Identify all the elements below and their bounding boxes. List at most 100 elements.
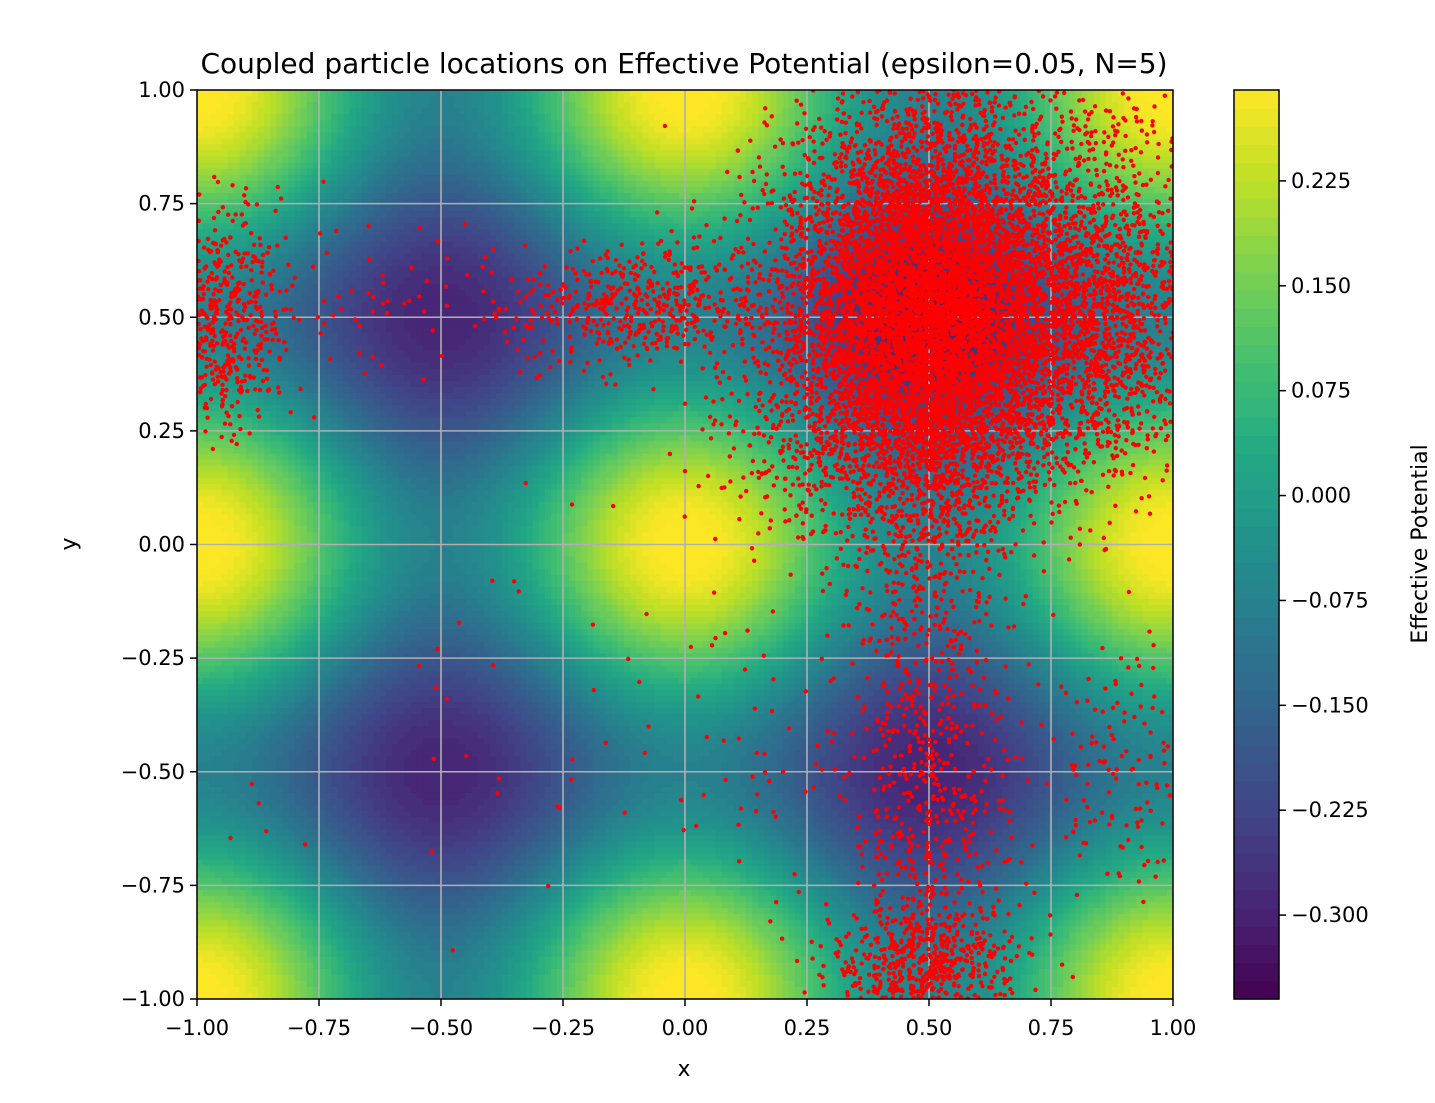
heatmap-cell (276, 120, 283, 127)
heatmap-cell (514, 108, 521, 115)
heatmap-cell (777, 96, 784, 103)
heatmap-cell (587, 114, 594, 121)
heatmap-cell (581, 126, 588, 133)
heatmap-cell (655, 114, 662, 121)
heatmap-cell (575, 120, 582, 127)
heatmap-cell (624, 120, 631, 127)
heatmap-cell (270, 102, 277, 109)
heatmap-cell (844, 102, 851, 109)
heatmap-cell (484, 114, 491, 121)
heatmap-cell (392, 102, 399, 109)
heatmap-cell (472, 96, 479, 103)
heatmap-cell (966, 102, 973, 109)
heatmap-cell (563, 90, 570, 97)
heatmap-cell (429, 102, 436, 109)
heatmap-cell (618, 102, 625, 109)
heatmap-cell (563, 126, 570, 133)
heatmap-cell (209, 108, 216, 115)
heatmap-cell (1143, 102, 1150, 109)
heatmap-cell (289, 120, 296, 127)
chart-figure: Coupled particle locations on Effective … (0, 0, 1435, 1103)
heatmap-cell (868, 90, 875, 97)
heatmap-cell (1155, 108, 1162, 115)
heatmap-cell (691, 120, 698, 127)
heatmap-cell (453, 120, 460, 127)
heatmap-cell (722, 126, 729, 133)
heatmap-cell (917, 132, 924, 139)
heatmap-cell (319, 120, 326, 127)
heatmap-cell (447, 132, 454, 139)
heatmap-cell (600, 108, 607, 115)
heatmap-cell (1075, 132, 1082, 139)
heatmap-cell (685, 96, 692, 103)
heatmap-cell (343, 126, 350, 133)
heatmap-cell (508, 96, 515, 103)
heatmap-cell (746, 108, 753, 115)
heatmap-cell (539, 90, 546, 97)
heatmap-cell (508, 90, 515, 97)
heatmap-cell (404, 90, 411, 97)
heatmap-cell (197, 126, 204, 133)
heatmap-cell (1100, 114, 1107, 121)
heatmap-cell (203, 96, 210, 103)
heatmap-cell (996, 120, 1003, 127)
heatmap-cell (447, 96, 454, 103)
heatmap-cell (484, 90, 491, 97)
heatmap-cell (319, 96, 326, 103)
heatmap-cell (252, 120, 259, 127)
heatmap-cell (441, 132, 448, 139)
heatmap-cell (673, 108, 680, 115)
heatmap-cell (551, 90, 558, 97)
heatmap-cell (728, 90, 735, 97)
heatmap-cell (624, 126, 631, 133)
heatmap-cell (746, 132, 753, 139)
heatmap-cell (319, 108, 326, 115)
heatmap-cell (295, 108, 302, 115)
heatmap-cell (496, 120, 503, 127)
heatmap-cell (655, 120, 662, 127)
heatmap-cell (569, 102, 576, 109)
heatmap-cell (362, 108, 369, 115)
heatmap-cell (459, 102, 466, 109)
heatmap-cell (746, 126, 753, 133)
heatmap-cell (606, 96, 613, 103)
heatmap-cell (215, 102, 222, 109)
heatmap-cell (386, 96, 393, 103)
heatmap-cell (673, 96, 680, 103)
heatmap-cell (240, 132, 247, 139)
heatmap-cell (606, 132, 613, 139)
heatmap-cell (1106, 96, 1113, 103)
heatmap-cell (508, 114, 515, 121)
heatmap-cell (209, 126, 216, 133)
heatmap-cell (624, 108, 631, 115)
heatmap-cell (777, 126, 784, 133)
heatmap-cell (301, 114, 308, 121)
heatmap-cell (770, 126, 777, 133)
heatmap-cell (423, 108, 430, 115)
heatmap-cell (691, 108, 698, 115)
heatmap-cell (386, 120, 393, 127)
heatmap-cell (331, 102, 338, 109)
heatmap-cell (972, 108, 979, 115)
heatmap-cell (1112, 90, 1119, 97)
heatmap-cell (752, 102, 759, 109)
heatmap-cell (899, 96, 906, 103)
heatmap-cell (282, 138, 289, 145)
heatmap-cell (447, 90, 454, 97)
heatmap-cell (783, 126, 790, 133)
heatmap-cell (325, 102, 332, 109)
heatmap-cell (533, 108, 540, 115)
heatmap-cell (246, 138, 253, 145)
heatmap-cell (368, 120, 375, 127)
heatmap-cell (1063, 114, 1070, 121)
heatmap-cell (289, 138, 296, 145)
heatmap-cell (1118, 96, 1125, 103)
heatmap-cell (777, 108, 784, 115)
heatmap-cell (289, 126, 296, 133)
heatmap-cell (624, 102, 631, 109)
heatmap-cell (874, 126, 881, 133)
heatmap-cell (337, 102, 344, 109)
heatmap-cell (472, 102, 479, 109)
heatmap-cell (1143, 96, 1150, 103)
heatmap-cell (819, 96, 826, 103)
